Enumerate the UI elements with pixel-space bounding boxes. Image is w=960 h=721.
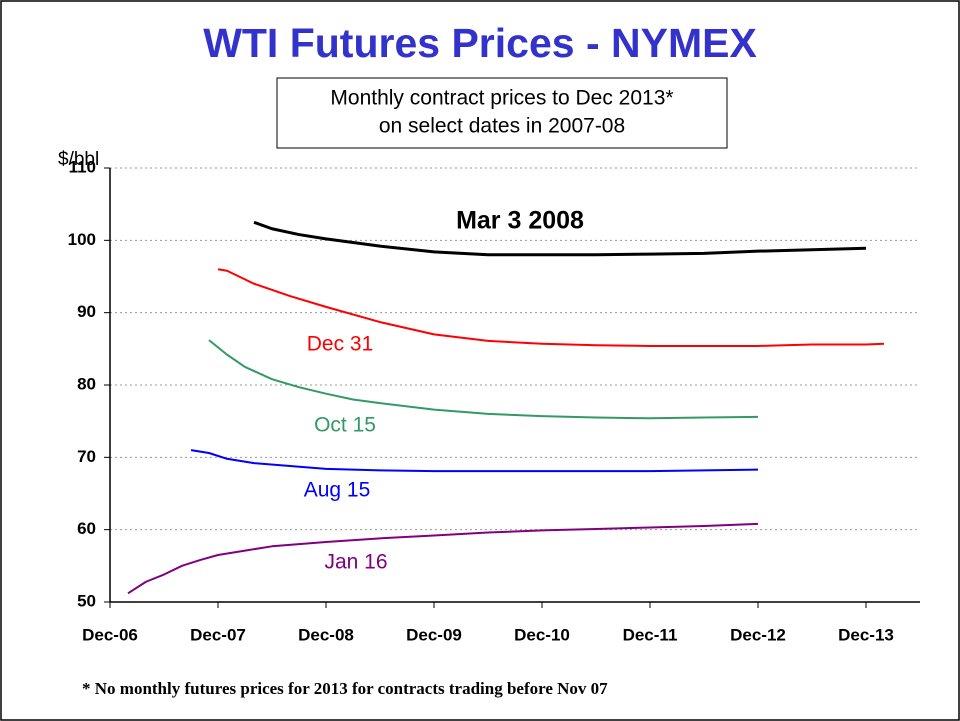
series-line bbox=[208, 339, 759, 420]
y-tick-label: 90 bbox=[77, 302, 96, 321]
series-line bbox=[253, 220, 867, 257]
x-tick-label: Dec-12 bbox=[730, 625, 786, 644]
x-tick-label: Dec-11 bbox=[623, 625, 678, 644]
x-tick-label: Dec-08 bbox=[298, 625, 354, 644]
series-label: Oct 15 bbox=[314, 414, 376, 437]
x-tick-label: Dec-13 bbox=[838, 625, 894, 644]
y-tick-label: 50 bbox=[77, 591, 96, 610]
series-line bbox=[127, 522, 759, 595]
y-axis-label: $/bbl bbox=[58, 149, 99, 170]
y-tick-label: 100 bbox=[68, 230, 96, 249]
y-tick-label: 110 bbox=[69, 157, 96, 176]
y-tick-label: 70 bbox=[77, 447, 96, 466]
subtitle-box bbox=[276, 77, 728, 149]
series-label: Aug 15 bbox=[304, 479, 371, 502]
x-tick-label: Dec-06 bbox=[82, 625, 138, 644]
footnote: * No monthly futures prices for 2013 for… bbox=[82, 679, 608, 698]
x-tick-label: Dec-10 bbox=[514, 625, 570, 644]
series-label: Jan 16 bbox=[324, 551, 387, 574]
series-label: Dec 31 bbox=[307, 333, 374, 356]
x-tick-label: Dec-07 bbox=[190, 625, 246, 644]
series-line bbox=[190, 449, 759, 473]
x-tick-label: Dec-09 bbox=[406, 625, 462, 644]
series-line bbox=[217, 268, 885, 347]
chart-title: WTI Futures Prices - NYMEX bbox=[203, 20, 757, 66]
y-tick-label: 80 bbox=[77, 374, 96, 393]
y-tick-label: 60 bbox=[77, 519, 96, 538]
subtitle: on select dates in 2007-08 bbox=[379, 115, 625, 138]
subtitle: Monthly contract prices to Dec 2013* bbox=[330, 87, 673, 110]
series-label: Mar 3 2008 bbox=[456, 207, 584, 235]
